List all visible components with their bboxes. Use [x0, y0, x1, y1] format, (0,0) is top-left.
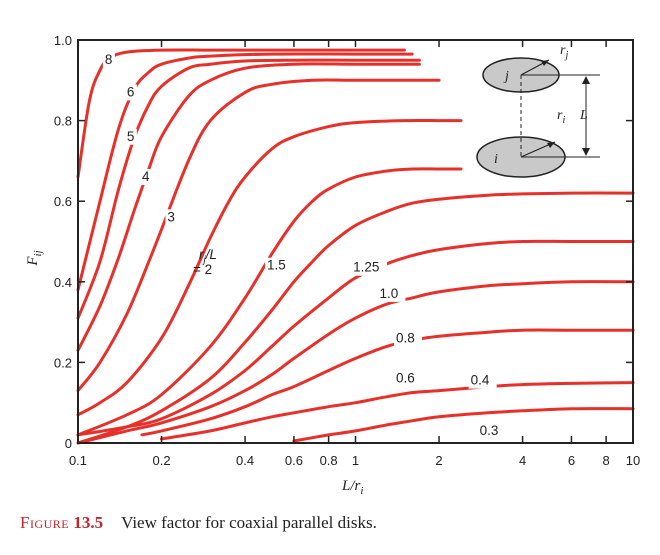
curve-0.4	[160, 381, 635, 441]
x-axis-ticks: 0.1 0.2 0.4 0.6 0.8 1 2 4 6 8 10	[69, 40, 640, 468]
curve-label-0.3: 0.3	[480, 423, 499, 438]
radius-j-label: rj	[560, 43, 568, 61]
x-tick-label: 1	[352, 453, 359, 468]
disk-j-label: j	[503, 69, 509, 84]
curve-labels: 8 6 5 4 3 1.5 1.251.0 0.8 0.6 0.4 0.3	[102, 52, 506, 439]
curve-label-0.6: 0.6	[396, 371, 415, 386]
curve-label-1.0: 1.0	[379, 286, 398, 301]
curve-5	[76, 58, 421, 320]
x-tick-label: 6	[568, 453, 575, 468]
curve-rj-L-2	[76, 118, 463, 417]
x-tick-label: 10	[626, 453, 640, 468]
distance-label: L	[579, 108, 588, 123]
curve-label-4: 4	[142, 169, 150, 184]
x-tick-label: 0.2	[152, 453, 170, 468]
radius-i-label: ri	[557, 108, 565, 126]
curve-label-1.5: 1.5	[267, 258, 286, 273]
x-tick-label: 4	[519, 453, 526, 468]
curve-label-8: 8	[105, 52, 113, 67]
curve-8	[76, 48, 406, 179]
chart-curves	[76, 48, 635, 445]
curve-label-bg	[394, 370, 423, 387]
curve-label-bg	[165, 209, 178, 226]
x-axis-label: L/ri	[341, 478, 363, 497]
y-tick-label: 1.0	[54, 33, 72, 48]
curve-label-bg	[139, 169, 152, 186]
curve-label-bg	[124, 128, 137, 145]
curve-label-bg	[265, 257, 294, 274]
y-tick-label: 0.6	[54, 194, 72, 209]
curve-label-3: 3	[167, 209, 175, 224]
curve-1.0	[76, 239, 635, 437]
curve-label-bg	[377, 285, 406, 302]
curve-label-bg	[351, 259, 388, 276]
x-tick-label: 0.1	[69, 453, 87, 468]
curve-label-0.4: 0.4	[471, 373, 490, 388]
distance-arrowhead-top	[582, 76, 590, 84]
figure-word: Figure	[20, 513, 70, 532]
curve-0.6	[140, 328, 635, 437]
y-axis-ticks: 0 0.2 0.4 0.6 0.8 1.0	[54, 33, 633, 451]
caption-text: View factor for coaxial parallel disks.	[121, 513, 377, 532]
y-tick-label: 0.8	[54, 114, 72, 129]
x-tick-label: 0.6	[285, 453, 303, 468]
radius-j-arrowhead	[541, 60, 549, 66]
y-tick-label: 0.4	[54, 275, 72, 290]
curve-label-bg	[124, 84, 137, 101]
curve-label-0.8: 0.8	[396, 330, 415, 345]
curve-label-bg	[468, 372, 497, 389]
rjL-label-line1: rj/L	[199, 247, 217, 266]
curve-label-bg	[477, 422, 506, 439]
x-tick-label: 0.4	[236, 453, 254, 468]
curve-label-6: 6	[127, 84, 135, 99]
x-tick-label: 8	[602, 453, 609, 468]
curve-1.25	[76, 191, 635, 445]
figure-caption: Figure 13.5 View factor for coaxial para…	[20, 513, 640, 533]
y-tick-label: 0.2	[54, 355, 72, 370]
curve-0.8	[76, 280, 635, 445]
y-tick-label: 0	[65, 436, 72, 451]
disk-i-label: i	[494, 152, 498, 167]
y-axis-label: Fij	[25, 250, 44, 266]
curve-4	[76, 62, 421, 352]
curve-label-5: 5	[127, 129, 135, 144]
coaxial-disks-inset: j i rj ri L	[476, 43, 600, 178]
rjL-label-line2: = 2	[193, 262, 212, 277]
x-tick-label: 0.8	[320, 453, 338, 468]
radius-i-arrowhead	[547, 142, 555, 148]
curve-0.3	[292, 407, 635, 443]
x-tick-label: 2	[435, 453, 442, 468]
curve-label-1.25: 1.25	[353, 260, 379, 275]
curve-1.5	[76, 167, 463, 437]
curve-3	[76, 78, 441, 393]
curve-label-bg	[102, 52, 115, 69]
curve-label-bg	[394, 330, 423, 347]
distance-arrowhead-bottom	[582, 148, 590, 156]
curve-6	[76, 52, 414, 292]
figure-number: 13.5	[73, 513, 104, 532]
